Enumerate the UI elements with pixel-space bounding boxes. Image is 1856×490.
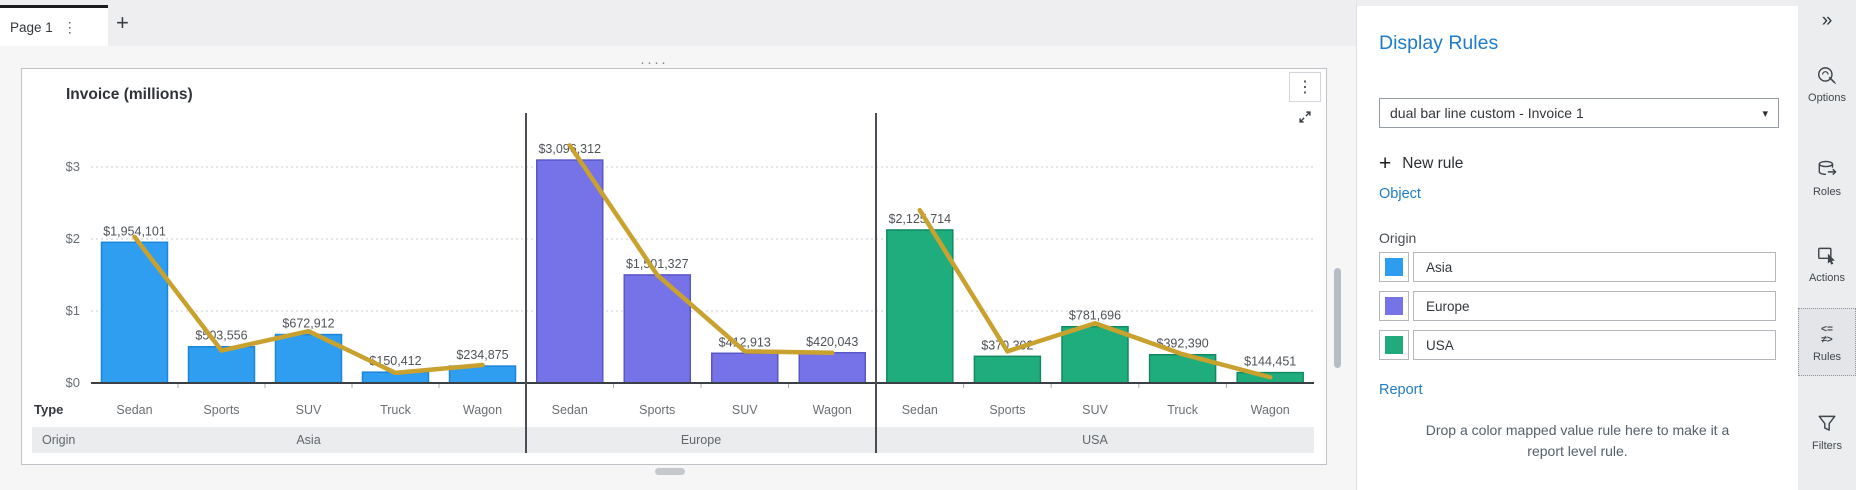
filters-icon <box>1818 415 1836 431</box>
svg-text:$503,556: $503,556 <box>195 329 247 343</box>
svg-text:Wagon: Wagon <box>813 403 852 417</box>
svg-text:Wagon: Wagon <box>463 403 502 417</box>
rule-value-field[interactable]: USA <box>1413 330 1776 360</box>
svg-text:$2,125,714: $2,125,714 <box>889 212 952 226</box>
svg-text:≠>: ≠> <box>1821 335 1833 345</box>
svg-text:Sports: Sports <box>203 403 239 417</box>
svg-text:Truck: Truck <box>1167 403 1199 417</box>
object-menu-button[interactable]: ⋮ <box>1289 72 1321 102</box>
sidebar-item-label: Roles <box>1812 186 1842 198</box>
right-toolbar: » Options Roles Actions <= ≠> Rules <box>1798 0 1856 490</box>
chevron-down-icon: ▾ <box>1762 107 1768 120</box>
svg-text:Asia: Asia <box>296 433 320 447</box>
actions-icon <box>1818 247 1835 265</box>
svg-text:Sports: Sports <box>989 403 1025 417</box>
tab-menu-icon[interactable]: ⋮ <box>62 18 77 35</box>
new-rule-button[interactable]: + New rule <box>1379 152 1776 175</box>
plus-icon: + <box>1379 152 1392 175</box>
kebab-icon: ⋮ <box>1297 79 1313 96</box>
svg-text:Sedan: Sedan <box>552 403 588 417</box>
svg-text:SUV: SUV <box>732 403 758 417</box>
sidebar-item-label: Options <box>1808 92 1846 104</box>
display-rules-panel: Display Rules dual bar line custom - Inv… <box>1356 0 1798 490</box>
sidebar-item-label: Actions <box>1808 272 1846 284</box>
color-swatch-button[interactable] <box>1379 252 1409 282</box>
svg-text:Wagon: Wagon <box>1251 403 1290 417</box>
color-rule-list: Asia Europe USA <box>1379 252 1776 360</box>
svg-text:$672,912: $672,912 <box>282 317 334 331</box>
sidebar-item-label: Rules <box>1812 351 1842 363</box>
tab-page-1[interactable]: Page 1 ⋮ <box>0 5 108 46</box>
object-toolbar: ⋮ <box>1289 72 1321 125</box>
chart-object-card[interactable]: Invoice (millions) $0 $1 $2 $3 Origin $1,954,1… <box>21 68 1327 465</box>
svg-text:$3: $3 <box>66 159 80 174</box>
asia-color-swatch <box>1385 258 1403 276</box>
rules-icon: <= ≠> <box>1821 324 1833 345</box>
origin-group-label: Origin <box>1379 230 1417 246</box>
svg-text:$1,954,101: $1,954,101 <box>103 224 166 238</box>
svg-text:Sports: Sports <box>639 403 675 417</box>
object-link[interactable]: Object <box>1379 186 1421 202</box>
invoice-bar-line-chart: Invoice (millions) $0 $1 $2 $3 Origin $1,954,1… <box>32 86 1314 453</box>
svg-text:$1,501,327: $1,501,327 <box>626 257 689 271</box>
page-scroll-handle[interactable] <box>655 468 685 475</box>
svg-text:$0: $0 <box>66 375 80 390</box>
svg-text:$144,451: $144,451 <box>1244 355 1296 369</box>
svg-text:Type: Type <box>34 402 63 417</box>
sidebar-item-options[interactable]: Options <box>1798 54 1856 114</box>
svg-text:Invoice (millions): Invoice (millions) <box>66 86 193 103</box>
color-swatch-button[interactable] <box>1379 291 1409 321</box>
maximize-icon[interactable] <box>1297 109 1313 125</box>
sidebar-item-actions[interactable]: Actions <box>1798 234 1856 294</box>
page-tab-bar: Page 1 ⋮ + <box>0 0 1356 46</box>
panel-title: Display Rules <box>1379 32 1499 54</box>
new-rule-label: New rule <box>1402 155 1464 172</box>
report-canvas: ···· Invoice (millions) $0 $1 $2 $3 Origin $1,… <box>0 46 1356 490</box>
dropdown-value: dual bar line custom - Invoice 1 <box>1390 105 1584 121</box>
canvas-scrollbar-thumb[interactable] <box>1334 268 1341 368</box>
sidebar-item-roles[interactable]: Roles <box>1798 148 1856 208</box>
options-icon <box>1818 67 1837 85</box>
tab-label: Page 1 <box>10 19 53 35</box>
svg-text:$420,043: $420,043 <box>806 335 858 349</box>
sidebar-item-label: Filters <box>1812 440 1842 452</box>
color-swatch-button[interactable] <box>1379 330 1409 360</box>
svg-text:$1: $1 <box>66 303 80 318</box>
svg-text:Origin: Origin <box>42 433 75 447</box>
sidebar-item-rules[interactable]: <= ≠> Rules <box>1798 308 1856 376</box>
svg-text:<=: <= <box>1821 324 1833 335</box>
rule-value-field[interactable]: Asia <box>1413 252 1776 282</box>
svg-text:Sedan: Sedan <box>902 403 938 417</box>
svg-text:Europe: Europe <box>681 433 721 447</box>
object-selector-dropdown[interactable]: dual bar line custom - Invoice 1 ▾ <box>1379 98 1779 128</box>
svg-text:USA: USA <box>1082 433 1108 447</box>
usa-color-swatch <box>1385 336 1403 354</box>
add-page-button[interactable]: + <box>116 10 129 35</box>
svg-text:Truck: Truck <box>380 403 412 417</box>
object-drag-handle[interactable]: ···· <box>640 54 668 71</box>
svg-text:Sedan: Sedan <box>116 403 152 417</box>
europe-color-swatch <box>1385 297 1403 315</box>
roles-icon <box>1818 160 1837 176</box>
rule-value-field[interactable]: Europe <box>1413 291 1776 321</box>
svg-text:SUV: SUV <box>296 403 322 417</box>
svg-text:$234,875: $234,875 <box>456 348 508 362</box>
rule-row-asia: Asia <box>1379 252 1776 282</box>
report-drop-hint: Drop a color mapped value rule here to m… <box>1425 422 1730 459</box>
rule-row-usa: USA <box>1379 330 1776 360</box>
report-link[interactable]: Report <box>1379 382 1423 398</box>
sidebar-item-filters[interactable]: Filters <box>1798 402 1856 462</box>
svg-text:SUV: SUV <box>1082 403 1108 417</box>
rule-row-europe: Europe <box>1379 291 1776 321</box>
svg-text:$2: $2 <box>66 231 80 246</box>
svg-text:$781,696: $781,696 <box>1069 309 1121 323</box>
collapse-panel-button[interactable]: » <box>1821 10 1833 31</box>
